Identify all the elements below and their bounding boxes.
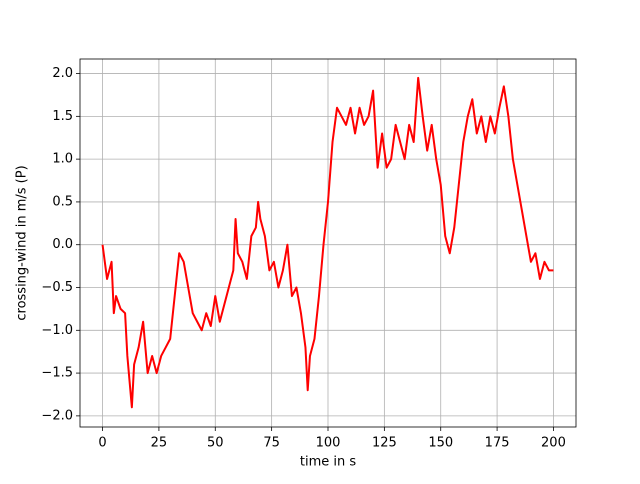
y-tick-label: 1.5 — [52, 109, 73, 124]
y-tick-label: 1.0 — [52, 152, 73, 167]
y-tick-label: −1.0 — [41, 323, 73, 338]
x-tick-label: 175 — [485, 436, 510, 451]
line-series — [101, 76, 554, 409]
x-axis-label: time in s — [300, 455, 356, 470]
y-tick-label: 0.0 — [52, 237, 73, 252]
x-tick-label: 200 — [541, 436, 566, 451]
y-tick-label: −1.5 — [41, 366, 73, 381]
y-tick-label: 0.5 — [52, 194, 73, 209]
y-tick-label: −2.0 — [41, 408, 73, 423]
x-tick-label: 75 — [263, 436, 280, 451]
x-tick-label: 0 — [98, 436, 106, 451]
x-tick-label: 100 — [316, 436, 341, 451]
plot-frame — [79, 58, 577, 428]
y-tick-label: 2.0 — [52, 66, 73, 81]
x-tick-label: 50 — [207, 436, 224, 451]
x-tick-label: 150 — [428, 436, 453, 451]
y-tick-label: −0.5 — [41, 280, 73, 295]
x-tick-label: 25 — [151, 436, 168, 451]
y-axis-label: crossing-wind in m/s (P) — [15, 165, 30, 320]
x-tick-label: 125 — [372, 436, 397, 451]
